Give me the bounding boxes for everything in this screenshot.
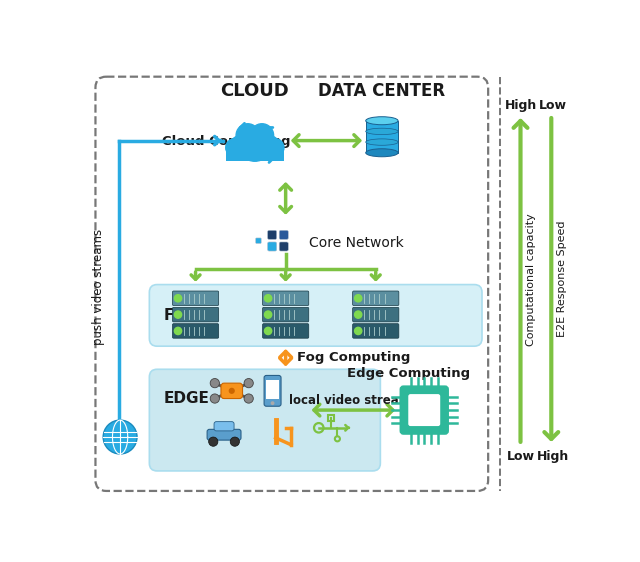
Circle shape	[266, 139, 284, 157]
Text: E2E Response Speed: E2E Response Speed	[557, 221, 567, 337]
Circle shape	[226, 139, 244, 157]
Circle shape	[355, 327, 362, 334]
Circle shape	[250, 124, 274, 147]
Circle shape	[236, 124, 259, 147]
Circle shape	[355, 311, 362, 318]
FancyBboxPatch shape	[268, 230, 276, 239]
FancyBboxPatch shape	[172, 324, 219, 338]
Circle shape	[103, 420, 137, 454]
Circle shape	[355, 294, 362, 302]
FancyBboxPatch shape	[172, 307, 219, 322]
FancyBboxPatch shape	[401, 386, 448, 434]
Text: Core Network: Core Network	[308, 236, 403, 250]
Ellipse shape	[365, 149, 398, 157]
Bar	[226, 146, 284, 161]
FancyBboxPatch shape	[268, 242, 276, 251]
Text: High: High	[537, 450, 569, 463]
Text: push video streams: push video streams	[92, 229, 105, 345]
FancyBboxPatch shape	[149, 369, 380, 471]
Ellipse shape	[365, 128, 398, 135]
Circle shape	[264, 311, 272, 318]
Circle shape	[244, 394, 253, 403]
Text: local video streams: local video streams	[289, 393, 418, 406]
Text: DATA CENTER: DATA CENTER	[318, 81, 445, 99]
Text: FOG: FOG	[163, 308, 199, 323]
FancyBboxPatch shape	[264, 375, 281, 406]
Circle shape	[174, 327, 182, 334]
Bar	[328, 415, 333, 421]
FancyBboxPatch shape	[353, 307, 399, 322]
FancyBboxPatch shape	[262, 291, 308, 306]
Circle shape	[230, 437, 239, 446]
Text: Fog Computing: Fog Computing	[297, 351, 411, 364]
FancyBboxPatch shape	[221, 383, 243, 398]
Text: Cloud Computing: Cloud Computing	[163, 135, 291, 148]
Text: Low: Low	[539, 99, 567, 112]
Circle shape	[174, 294, 182, 302]
Bar	[266, 380, 279, 398]
Text: High: High	[504, 99, 536, 112]
Circle shape	[264, 294, 272, 302]
FancyBboxPatch shape	[172, 291, 219, 306]
FancyBboxPatch shape	[149, 284, 482, 346]
FancyBboxPatch shape	[409, 395, 440, 425]
FancyBboxPatch shape	[262, 307, 308, 322]
FancyBboxPatch shape	[353, 324, 399, 338]
FancyBboxPatch shape	[256, 238, 261, 243]
Bar	[365, 121, 398, 153]
Text: Low: Low	[506, 450, 534, 463]
FancyBboxPatch shape	[262, 324, 308, 338]
FancyBboxPatch shape	[279, 230, 288, 239]
FancyBboxPatch shape	[353, 291, 399, 306]
Circle shape	[210, 379, 220, 388]
Circle shape	[271, 401, 275, 405]
Circle shape	[244, 379, 253, 388]
FancyBboxPatch shape	[214, 422, 234, 431]
Ellipse shape	[365, 139, 398, 146]
Circle shape	[230, 135, 253, 158]
Circle shape	[264, 327, 272, 334]
Ellipse shape	[365, 117, 398, 125]
Text: Computational capacity: Computational capacity	[525, 213, 536, 346]
Circle shape	[238, 128, 271, 161]
Circle shape	[174, 311, 182, 318]
Circle shape	[209, 437, 218, 446]
FancyBboxPatch shape	[207, 429, 241, 440]
Circle shape	[210, 394, 220, 403]
Text: Edge Computing: Edge Computing	[348, 368, 470, 380]
Circle shape	[257, 135, 280, 158]
Text: CLOUD: CLOUD	[220, 81, 289, 99]
Text: EDGE: EDGE	[163, 391, 209, 406]
FancyBboxPatch shape	[279, 242, 288, 251]
Circle shape	[228, 388, 235, 394]
